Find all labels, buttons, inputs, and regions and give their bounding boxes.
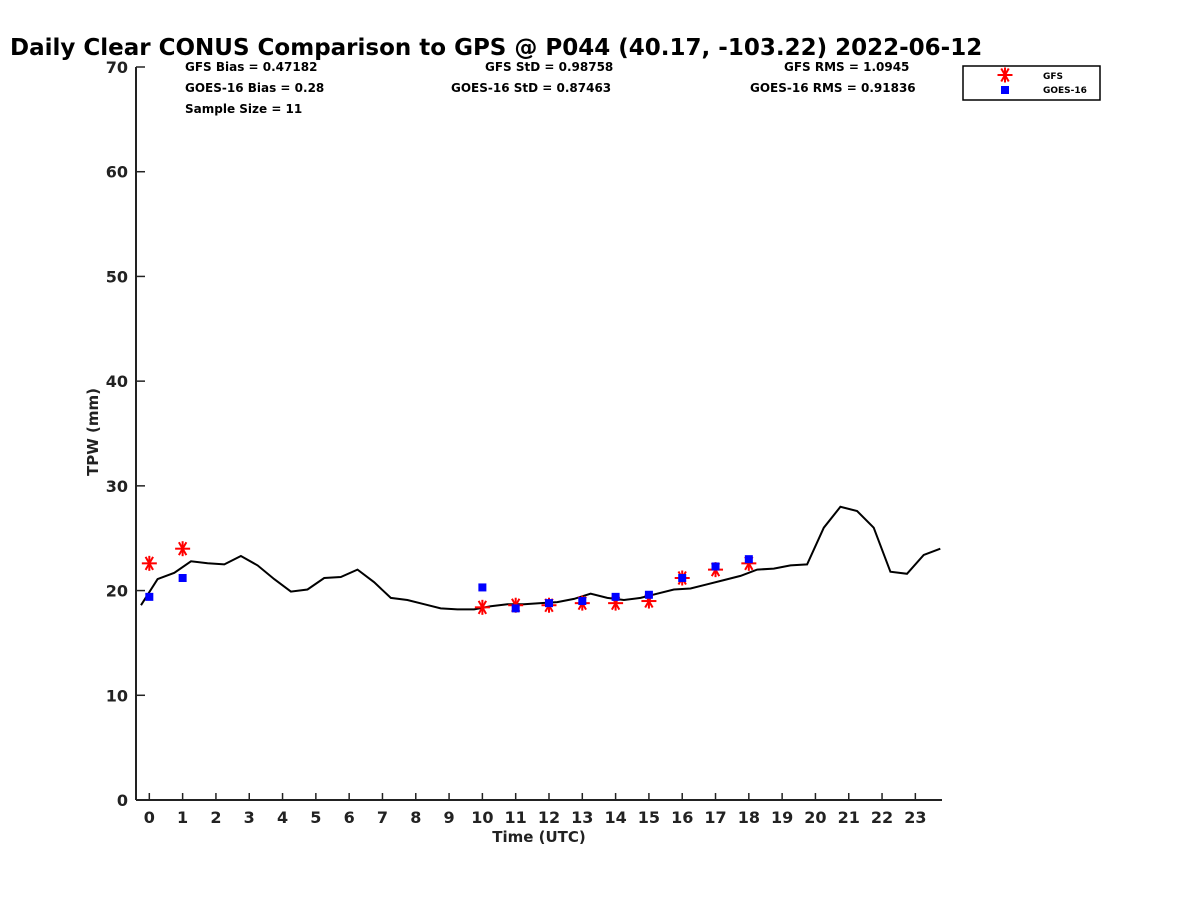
goes-point — [611, 592, 620, 601]
x-tick-label: 14 — [604, 808, 626, 827]
legend: GFS GOES-16 — [962, 65, 1101, 101]
goes-point — [644, 590, 653, 599]
legend-box — [962, 65, 1101, 101]
x-tick-label: 16 — [671, 808, 693, 827]
goes-point — [678, 574, 687, 583]
y-tick-label: 60 — [106, 163, 128, 182]
x-tick-label: 6 — [344, 808, 355, 827]
x-tick-label: 11 — [505, 808, 527, 827]
gfs-point — [141, 555, 157, 571]
gfs-bias-text: GFS Bias = 0.47182 — [185, 60, 317, 74]
chart-title: Daily Clear CONUS Comparison to GPS @ P0… — [10, 35, 982, 61]
goes-point — [711, 562, 720, 571]
goes-point — [178, 574, 187, 583]
x-tick-label: 10 — [471, 808, 493, 827]
x-tick-label: 4 — [277, 808, 288, 827]
goes-point — [544, 599, 553, 608]
goes-point — [478, 583, 487, 592]
goes-point — [744, 555, 753, 564]
gfs-point — [175, 541, 191, 557]
x-tick-label: 18 — [738, 808, 760, 827]
x-tick-label: 20 — [804, 808, 826, 827]
x-tick-label: 5 — [310, 808, 321, 827]
legend-gfs-marker — [997, 67, 1013, 83]
x-tick-label: 9 — [444, 808, 455, 827]
goes-std-text: GOES-16 StD = 0.87463 — [451, 81, 611, 95]
goes-point — [578, 597, 587, 606]
x-tick-label: 22 — [871, 808, 893, 827]
x-tick-label: 0 — [144, 808, 155, 827]
goes-point — [145, 592, 154, 601]
gfs-point — [474, 599, 490, 615]
y-tick-label: 40 — [106, 372, 128, 391]
x-tick-label: 3 — [244, 808, 255, 827]
x-tick-label: 23 — [904, 808, 926, 827]
x-tick-label: 2 — [210, 808, 221, 827]
legend-goes-label: GOES-16 — [1043, 86, 1087, 96]
x-tick-label: 12 — [538, 808, 560, 827]
x-tick-label: 13 — [571, 808, 593, 827]
gfs-std-text: GFS StD = 0.98758 — [485, 60, 613, 74]
legend-gfs-label: GFS — [1043, 72, 1063, 82]
x-tick-label: 19 — [771, 808, 793, 827]
x-axis-title: Time (UTC) — [492, 828, 586, 846]
y-tick-label: 10 — [106, 686, 128, 705]
x-tick-label: 8 — [410, 808, 421, 827]
y-axis-title: TPW (mm) — [84, 388, 102, 476]
goes-rms-text: GOES-16 RMS = 0.91836 — [750, 81, 916, 95]
gps-tpw-line — [140, 505, 941, 611]
y-tick-label: 20 — [106, 582, 128, 601]
y-tick-label: 70 — [106, 58, 128, 77]
x-tick-label: 15 — [638, 808, 660, 827]
plot-area: 0 1 2 3 4 5 6 7 8 9 10 11 12 13 14 15 16 17 18 19 20 21 22 2301… — [106, 58, 942, 827]
y-tick-label: 0 — [117, 791, 128, 810]
y-tick-label: 50 — [106, 267, 128, 286]
x-tick-label: 21 — [838, 808, 860, 827]
gfs-rms-text: GFS RMS = 1.0945 — [784, 60, 909, 74]
sample-size-text: Sample Size = 11 — [185, 102, 302, 116]
x-tick-label: 7 — [377, 808, 388, 827]
legend-goes-marker — [1001, 86, 1009, 94]
goes-bias-text: GOES-16 Bias = 0.28 — [185, 81, 324, 95]
x-tick-label: 1 — [177, 808, 188, 827]
goes-point — [511, 604, 520, 613]
x-tick-label: 17 — [704, 808, 726, 827]
y-tick-label: 30 — [106, 477, 128, 496]
